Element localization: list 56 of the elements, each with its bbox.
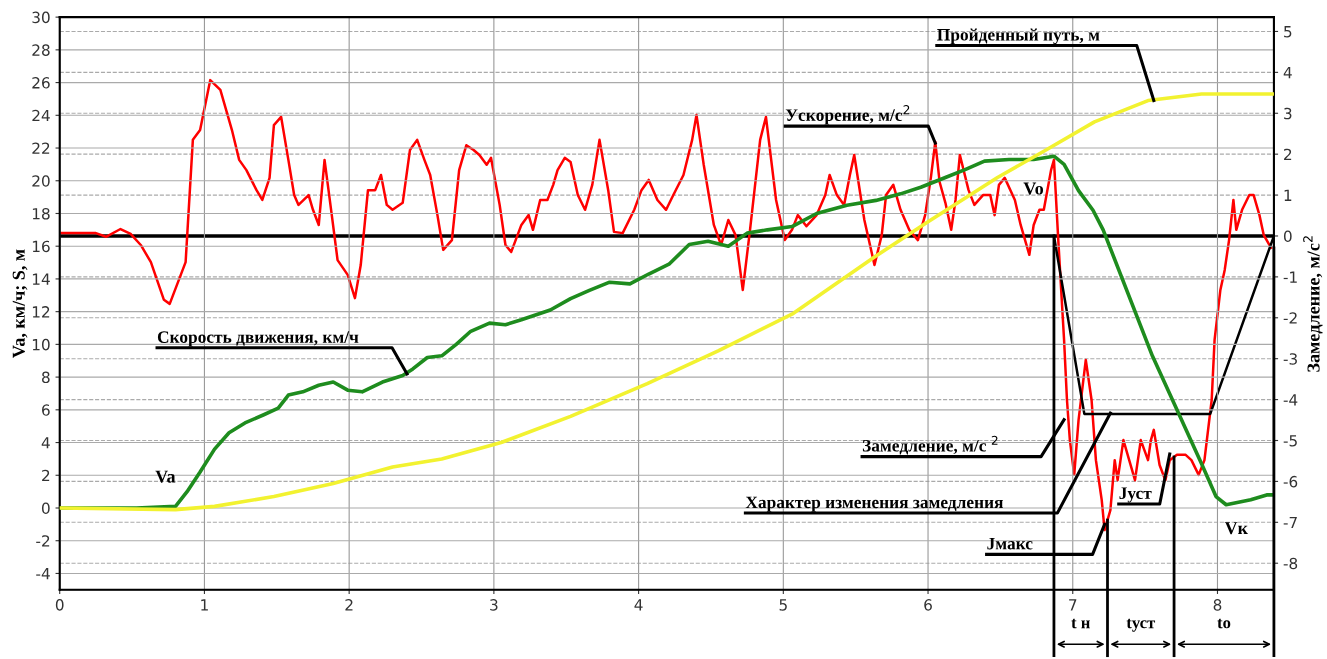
y-tick-label: 12 <box>32 306 50 318</box>
annotation: Va <box>155 470 176 483</box>
annotation: Vo <box>1023 182 1044 195</box>
y-tick-label: 8 <box>42 371 50 384</box>
y2-tick-label: -6 <box>1283 475 1298 488</box>
y-tick-label: -2 <box>36 535 50 547</box>
x-tick-label: 5 <box>779 599 787 611</box>
y-tick-label: 18 <box>32 207 50 220</box>
x-tick-label: 3 <box>490 599 498 611</box>
x-tick-label: 0 <box>55 599 64 611</box>
annotation: Ускорение, м/с$^{2}$ <box>785 105 910 125</box>
annotation: Jмакс <box>987 537 1033 550</box>
y-tick-label: 16 <box>32 240 50 253</box>
y-tick-label: 22 <box>32 142 50 154</box>
y2-tick-label: 3 <box>1284 107 1292 120</box>
text: tо <box>1217 618 1231 629</box>
y2-tick-label: 2 <box>1284 148 1292 160</box>
y2-tick-label: 5 <box>1284 26 1292 38</box>
x-tick-label: 2 <box>345 599 353 611</box>
y2-tick-label: -4 <box>1283 394 1298 406</box>
annotation: Скорость движения, км/ч <box>157 331 359 347</box>
x-tick-label: 1 <box>201 599 208 611</box>
text: tуст <box>1126 618 1156 632</box>
annotation: Характер изменения замедления <box>745 496 1004 512</box>
y2-tick-label: -7 <box>1283 516 1297 529</box>
y2-tick-label: -8 <box>1283 557 1298 570</box>
y-tick-label: 20 <box>32 175 50 187</box>
y-tick-label: 28 <box>32 44 50 56</box>
y-tick-label: 26 <box>32 77 50 89</box>
y-tick-label: 24 <box>32 109 50 122</box>
annotation: Jуст <box>1119 487 1152 503</box>
x-tick-label: 6 <box>924 599 932 611</box>
x-tick-label: 7 <box>1069 599 1077 611</box>
y-tick-label: -4 <box>36 568 50 580</box>
y2-tick-label: -1 <box>1283 271 1297 283</box>
x-tick-label: 8 <box>1213 599 1222 611</box>
x-tick-label: 4 <box>634 599 643 611</box>
y2-tick-label: -3 <box>1283 353 1297 365</box>
y-tick-label: 6 <box>42 404 50 416</box>
y-tick-label: 10 <box>32 338 50 351</box>
annotation: Замедление, м/с $^{2}$ <box>862 435 998 455</box>
y2-tick-label: -2 <box>1283 312 1297 324</box>
y2-axis-title: Замедление, м/с$^{2}$ <box>1303 236 1323 372</box>
y2-tick-label: -5 <box>1283 435 1297 447</box>
y-tick-label: 0 <box>41 502 50 515</box>
y2-tick-label: 0 <box>1283 230 1292 242</box>
annotation: Пройденный путь, м <box>937 28 1100 45</box>
annotation: Vк <box>1224 522 1248 535</box>
y-tick-label: 4 <box>41 437 50 449</box>
text: t н <box>1071 618 1090 629</box>
y-axis-title: Va, км/ч; S, м <box>12 249 28 358</box>
y-tick-label: 14 <box>32 273 50 285</box>
y2-tick-label: 4 <box>1283 67 1292 79</box>
y-tick-label: 30 <box>32 11 50 24</box>
y2-tick-label: 1 <box>1284 189 1292 201</box>
y-tick-label: 2 <box>42 469 50 482</box>
